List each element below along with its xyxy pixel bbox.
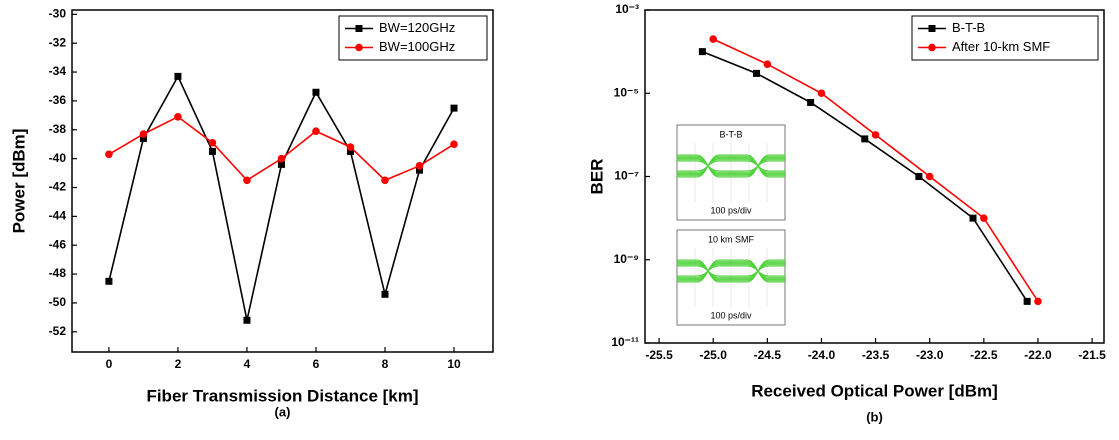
y-tick-label: 10⁻³: [615, 2, 639, 16]
marker: [451, 105, 458, 112]
y-tick-label: -52: [49, 324, 67, 338]
x-tick-label: -25.0: [700, 348, 728, 362]
x-tick-label: -24.5: [754, 348, 782, 362]
y-tick-label: -38: [49, 122, 67, 136]
x-tick-label: 0: [106, 357, 113, 371]
x-tick-label: 6: [313, 357, 320, 371]
marker: [140, 130, 148, 138]
inset-title: B-T-B: [719, 129, 742, 139]
x-tick-label: -24.0: [808, 348, 836, 362]
y-axis-label: Power [dBm]: [9, 129, 28, 234]
background: [0, 0, 1119, 435]
legend-label: B-T-B: [952, 20, 985, 35]
inset: B-T-B 100 ps/div: [677, 125, 785, 220]
x-tick-label: -23.0: [916, 348, 944, 362]
marker: [312, 127, 320, 135]
y-tick-label: -42: [49, 180, 67, 194]
marker: [926, 173, 934, 181]
marker: [807, 99, 814, 106]
y-tick-label: -44: [49, 209, 67, 223]
marker: [980, 214, 988, 222]
y-tick-label: -34: [49, 64, 67, 78]
y-tick-label: -32: [49, 35, 67, 49]
marker: [312, 89, 319, 96]
x-tick-label: 8: [382, 357, 389, 371]
marker: [347, 143, 355, 151]
marker: [818, 89, 826, 97]
marker: [753, 70, 760, 77]
legend-label: BW=100GHz: [379, 39, 455, 54]
x-tick-label: 10: [447, 357, 461, 371]
x-tick-label: 4: [244, 357, 251, 371]
marker: [915, 173, 922, 180]
inset-title: 10 km SMF: [708, 234, 755, 244]
marker: [105, 278, 112, 285]
inset-scale: 100 ps/div: [710, 310, 752, 320]
legend-marker: [929, 25, 936, 32]
marker: [861, 135, 868, 142]
marker: [105, 151, 113, 159]
marker: [709, 35, 717, 43]
y-tick-label: -40: [49, 151, 67, 165]
x-tick-label: -23.5: [862, 348, 890, 362]
legend-marker: [356, 25, 363, 32]
y-tick-label: -46: [49, 237, 67, 251]
x-tick-label: -21.5: [1078, 348, 1106, 362]
marker: [278, 155, 286, 163]
inset: 10 km SMF 100 ps/div: [677, 230, 785, 325]
figure: 0 2 4 6 8 10 -30 -32 -34 -36 -38 -40 -42 -44 -46 -48 -50…: [0, 0, 1119, 435]
x-tick-label: -22.5: [970, 348, 998, 362]
y-axis-label: BER: [587, 159, 606, 195]
marker: [209, 148, 216, 155]
marker: [243, 176, 251, 184]
marker: [174, 113, 182, 121]
y-tick-label: -36: [49, 93, 67, 107]
y-tick-label: 10⁻⁷: [614, 169, 639, 183]
marker: [1034, 298, 1042, 306]
caption: (a): [275, 404, 291, 419]
legend-marker: [928, 44, 936, 52]
x-tick-label: -22.0: [1024, 348, 1052, 362]
legend-marker: [355, 44, 363, 52]
marker: [450, 140, 458, 148]
legend-label: BW=120GHz: [379, 20, 455, 35]
x-axis-label: Fiber Transmission Distance [km]: [146, 386, 418, 405]
y-tick-label: -30: [49, 7, 67, 21]
marker: [1024, 298, 1031, 305]
inset-scale: 100 ps/div: [710, 205, 752, 215]
y-tick-label: 10⁻⁵: [614, 85, 639, 99]
marker: [416, 162, 424, 170]
marker: [381, 176, 389, 184]
x-tick-label: 2: [175, 357, 182, 371]
marker: [872, 131, 880, 139]
marker: [243, 317, 250, 324]
legend-label: After 10-km SMF: [952, 39, 1050, 54]
marker: [381, 291, 388, 298]
x-axis-label: Received Optical Power [dBm]: [751, 381, 998, 400]
y-tick-label: 10⁻¹¹: [611, 335, 639, 349]
y-tick-label: 10⁻⁹: [614, 252, 639, 266]
marker: [174, 73, 181, 80]
y-tick-label: -50: [49, 295, 67, 309]
marker: [699, 48, 706, 55]
marker: [970, 215, 977, 222]
x-tick-label: -25.5: [645, 348, 673, 362]
marker: [209, 139, 217, 147]
caption: (b): [866, 409, 883, 424]
y-tick-label: -48: [49, 266, 67, 280]
marker: [764, 60, 772, 68]
